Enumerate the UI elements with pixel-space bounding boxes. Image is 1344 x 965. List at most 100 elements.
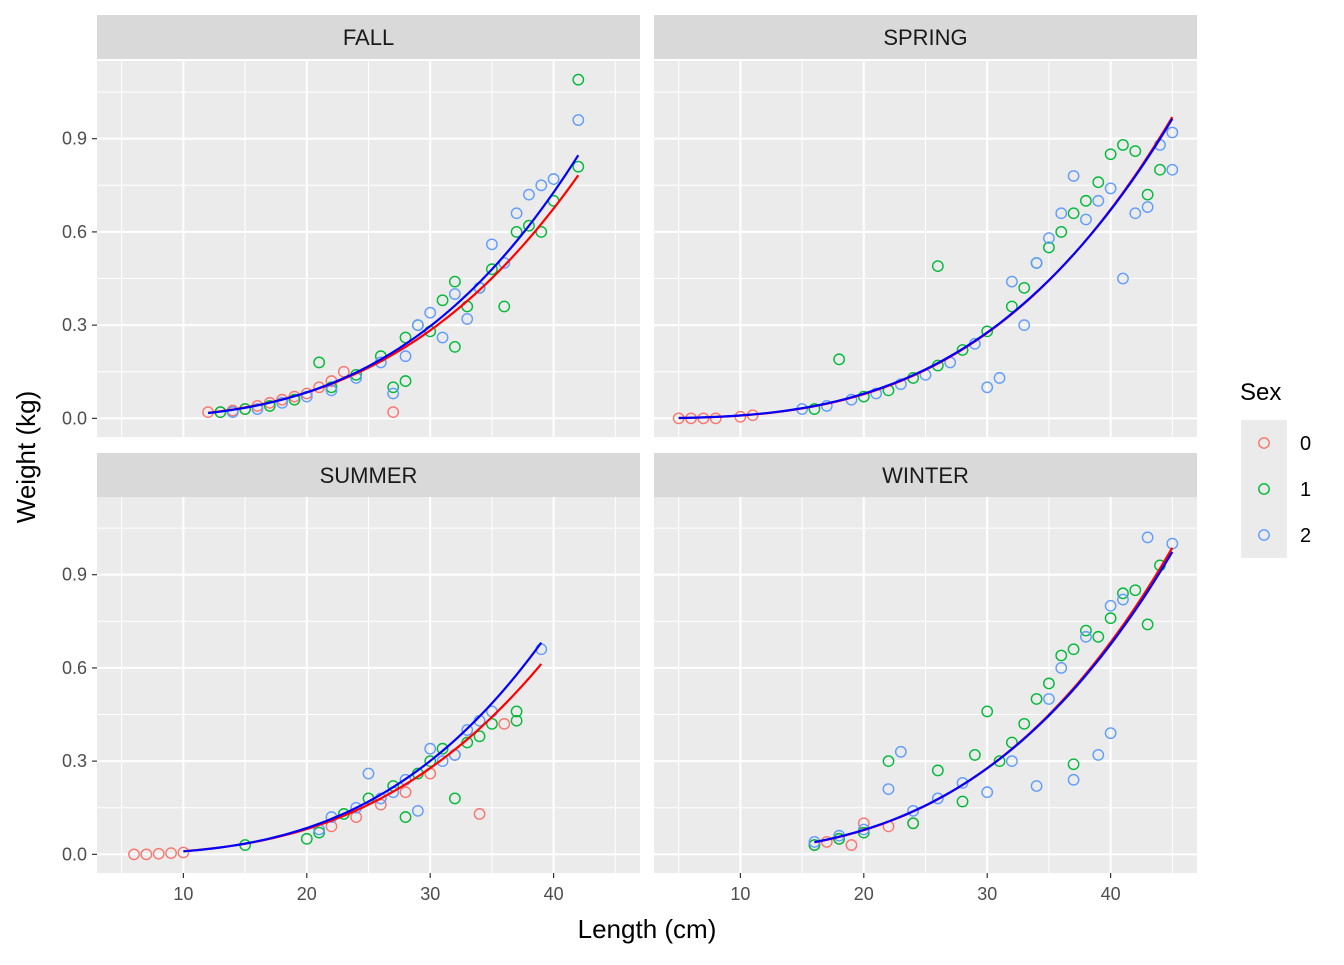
legend-key [1241,420,1287,466]
data-point [1067,207,1080,220]
legend-key-symbol [1258,437,1270,449]
y-tick-label: 0.0 [62,408,87,428]
data-point [931,260,944,272]
panels: FALL 0.0 0.3 0.6 0.9 SPRING SUMMER 10 20 30 40 0.0 0… [62,15,1197,904]
data-point [993,755,1006,768]
data-point [1141,188,1154,201]
data-point [486,717,498,730]
data-point [845,839,858,851]
data-point [1117,272,1129,285]
facet-strip [97,453,640,497]
data-point [1067,758,1080,771]
data-point [1067,170,1080,182]
data-point [1005,300,1018,313]
data-point [461,313,474,325]
y-tick-label: 0.6 [62,222,87,242]
x-tick-label: 10 [730,884,750,904]
data-point [486,263,498,276]
data-point [1043,232,1055,245]
data-point [1018,281,1031,294]
data-point [1104,599,1117,612]
series-2 [226,114,585,419]
data-point [907,804,920,817]
legend-label: 2 [1300,525,1311,547]
data-point [535,179,548,192]
data-point [956,344,969,356]
data-point [808,839,821,851]
y-tick-label: 0.3 [62,751,87,771]
data-point [498,717,511,730]
facet-strip [654,15,1197,59]
data-point [411,319,424,332]
data-point [1141,531,1154,544]
data-point [448,275,461,288]
legend-label: 1 [1300,479,1311,501]
data-point [399,811,412,823]
fit-line-2 [207,154,580,415]
facet-strip [654,453,1197,497]
facet-strip-label: SPRING [883,25,967,50]
data-point [424,742,437,755]
y-tick-label: 0.0 [62,844,87,864]
data-point [387,406,400,419]
data-point [411,804,424,817]
data-point [1104,727,1117,740]
data-point [1092,630,1105,643]
data-point [1117,587,1129,600]
data-point [263,400,276,412]
data-point [424,306,437,319]
data-point [1055,207,1068,220]
data-point [894,745,907,758]
data-point [486,238,498,251]
data-point [993,372,1006,384]
data-point [1154,163,1166,176]
data-point [276,396,289,409]
data-point [1043,677,1055,690]
data-point [140,848,153,861]
data-point [325,384,338,397]
data-point [882,783,895,795]
fit-line-2 [678,118,1174,420]
data-point [1104,182,1117,195]
x-tick-label: 10 [173,884,193,904]
data-point [931,792,944,805]
data-point [981,786,994,799]
legend-key-symbol [1258,483,1270,495]
facet-strip [97,15,640,59]
fit-line-2 [814,551,1174,844]
data-point [510,705,523,718]
data-point [1092,194,1105,207]
data-point [1104,612,1117,625]
x-tick-label: 40 [1101,884,1121,904]
data-point [1117,593,1129,606]
data-point [1030,693,1043,705]
data-point [226,406,239,419]
y-tick-label: 0.9 [62,129,87,149]
data-point [313,826,326,839]
data-point [1005,755,1018,768]
fit-line-2 [183,641,543,853]
data-point [833,353,846,366]
data-point [399,786,412,799]
data-point [547,173,560,185]
y-axis-title: Weight (kg) [11,391,41,523]
y-tick-label: 0.3 [62,315,87,335]
data-point [1030,257,1043,269]
data-point [510,714,523,727]
x-tick-label: 40 [544,884,564,904]
legend-entry-2: 2 [1241,512,1311,558]
data-point [1141,201,1154,213]
data-point [981,381,994,394]
data-point [399,375,412,387]
facet-strip-label: FALL [343,25,394,50]
data-point [448,288,461,300]
data-point [857,817,870,830]
data-point [288,393,301,406]
data-point [1067,643,1080,656]
data-point [325,381,338,394]
data-point [709,412,722,425]
data-point [436,294,449,307]
data-point [165,847,177,860]
data-point [387,381,400,394]
